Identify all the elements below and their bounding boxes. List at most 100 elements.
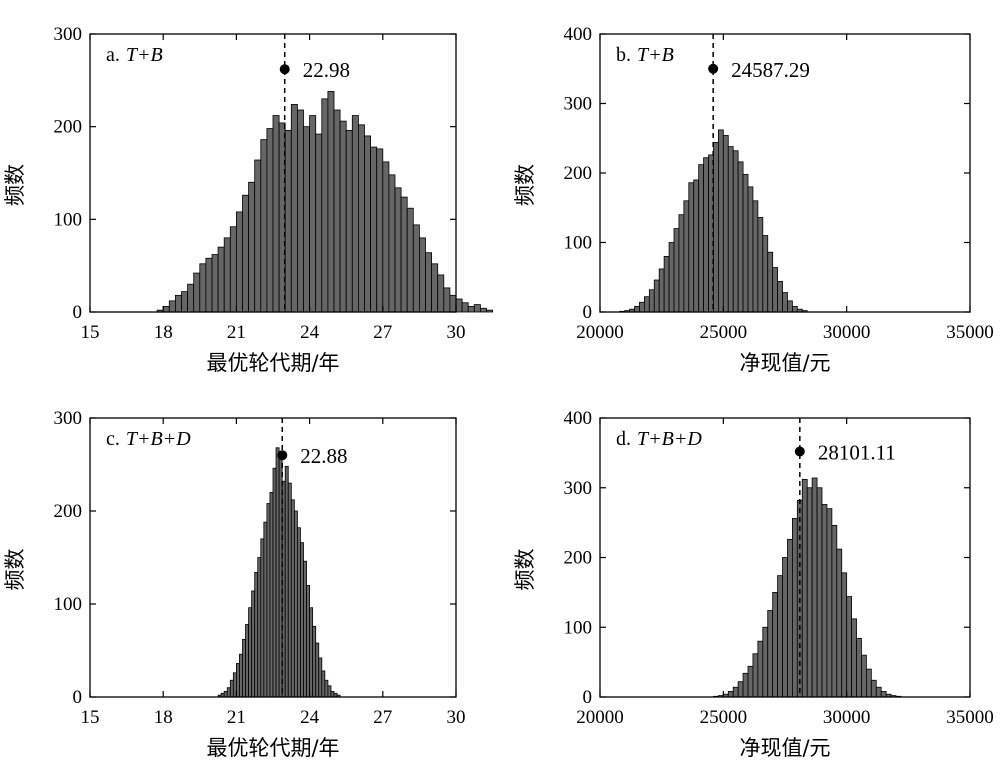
histogram-bar: [394, 187, 402, 313]
histogram-bar: [303, 560, 307, 698]
panel-title: a. T+B: [106, 44, 163, 66]
panel-title: c. T+B+D: [106, 428, 191, 450]
histogram-bar: [801, 478, 808, 698]
histogram-bar: [821, 504, 828, 698]
histogram-bar: [223, 691, 228, 698]
histogram-bar: [737, 681, 744, 698]
histogram-bar: [792, 518, 798, 698]
histogram-bar: [467, 306, 475, 313]
histogram-bar: [327, 685, 332, 698]
x-tick-label: 24: [300, 707, 320, 728]
histogram-bar: [412, 224, 420, 313]
x-tick-label: 15: [81, 707, 100, 728]
x-tick-label: 30: [447, 322, 466, 343]
histogram-bar: [841, 572, 848, 698]
histogram-bar: [284, 465, 289, 698]
histogram-bar: [703, 157, 709, 313]
histogram-bar: [757, 640, 764, 698]
histogram-bar: [199, 263, 207, 313]
histogram-bar: [309, 115, 317, 313]
histogram-bar: [162, 306, 170, 313]
y-tick-label: 200: [564, 163, 593, 184]
histogram-bar: [318, 657, 323, 698]
histogram-bar: [226, 687, 231, 698]
histogram-bar: [732, 686, 739, 698]
histogram-bar: [287, 482, 292, 698]
histogram-bar: [376, 148, 384, 313]
histogram-bar: [782, 292, 788, 313]
x-tick-label: 35000: [946, 707, 994, 728]
mean-value-label: 22.98: [303, 58, 350, 82]
histogram-bar: [275, 447, 280, 698]
histogram-bar: [866, 668, 872, 698]
x-tick-label: 27: [373, 707, 392, 728]
histogram-bar: [382, 161, 390, 313]
x-axis-label: 最优轮代期/年: [206, 351, 339, 375]
histogram-bar: [742, 672, 749, 698]
y-tick-label: 300: [564, 94, 593, 115]
histogram-bar: [747, 665, 754, 698]
x-tick-label: 20000: [576, 707, 624, 728]
histogram-bar: [284, 129, 292, 313]
histogram-bar: [290, 499, 295, 698]
histogram-bar: [767, 610, 774, 698]
histogram-bar: [321, 98, 329, 313]
histogram-bar: [762, 235, 769, 313]
mean-marker-dot: [277, 450, 288, 461]
histogram-bar: [242, 194, 249, 313]
histogram-bar: [327, 91, 335, 313]
histogram-bar: [747, 186, 754, 313]
panel-title: d. T+B+D: [616, 428, 702, 450]
histogram-bar: [762, 626, 769, 698]
histogram-bar: [683, 200, 690, 313]
histogram-bar: [644, 296, 650, 313]
histogram-bar: [634, 306, 640, 313]
histogram-bar: [324, 679, 329, 698]
histogram-bar: [260, 139, 268, 313]
histogram-bar: [648, 289, 655, 313]
histogram-bar: [321, 670, 326, 698]
histogram-bar: [193, 272, 201, 313]
x-axis-label: 最优轮代期/年: [206, 736, 339, 760]
histogram-bar: [364, 135, 371, 313]
histogram-bar: [296, 527, 301, 698]
histogram-bar: [792, 306, 798, 313]
y-tick-label: 100: [54, 209, 83, 230]
x-tick-label: 18: [154, 322, 173, 343]
x-tick-label: 30: [447, 707, 466, 728]
histogram-bar: [713, 142, 719, 313]
histogram-bar: [777, 575, 783, 698]
histogram-bar: [816, 487, 823, 698]
histogram-bar: [727, 146, 734, 313]
histogram-bar: [239, 653, 243, 698]
histogram-bar: [266, 128, 274, 313]
histogram-bar: [217, 246, 225, 313]
histogram-bar: [772, 267, 779, 313]
histogram-bar: [767, 251, 774, 313]
histogram-bar: [260, 538, 265, 698]
panel-title: b. T+B: [616, 44, 674, 66]
histogram-bar: [698, 164, 705, 313]
histogram-bar: [370, 146, 378, 313]
x-tick-label: 25000: [700, 707, 748, 728]
histogram-bar: [388, 174, 396, 313]
x-tick-label: 25000: [700, 322, 748, 343]
histogram-bar: [826, 508, 833, 698]
histogram-bar: [806, 487, 813, 698]
histogram-bar: [168, 300, 176, 313]
x-tick-label: 15: [81, 322, 100, 343]
histogram-bar: [351, 115, 359, 313]
x-axis-label: 净现值/元: [739, 736, 830, 760]
histogram-bar: [718, 129, 724, 313]
histogram-bar: [732, 150, 739, 313]
y-axis-label: 频数: [3, 549, 27, 591]
histogram-bar: [752, 200, 759, 313]
mean-value-label: 24587.29: [731, 58, 810, 82]
histogram-bar: [831, 525, 838, 698]
histogram-bar: [400, 196, 408, 313]
x-tick-label: 27: [373, 322, 392, 343]
panel-scenario: T+B: [126, 44, 163, 66]
histogram-bar: [254, 571, 259, 698]
histogram-bar: [406, 207, 414, 313]
